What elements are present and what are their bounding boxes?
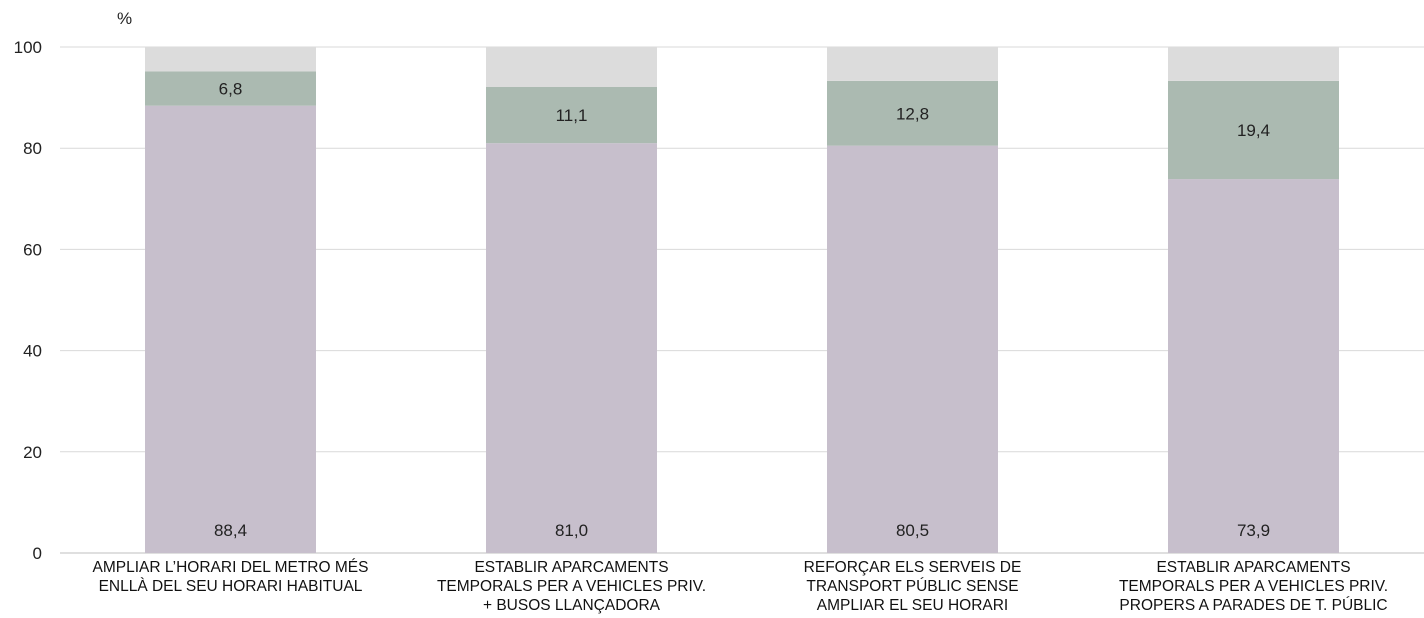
bar-segment xyxy=(486,86,657,144)
y-axis-unit-label: % xyxy=(117,9,132,28)
data-label: 73,9 xyxy=(1237,521,1270,540)
data-label: 88,4 xyxy=(214,521,247,540)
bar-segment xyxy=(1168,47,1339,81)
data-label: 11,1 xyxy=(556,106,588,125)
bars: 88,4 6,8 81,0 11,1 80,5 12,8 73,9 19,4 xyxy=(145,47,1339,554)
y-tick-label: 100 xyxy=(14,38,42,57)
y-tick-label: 40 xyxy=(23,342,42,361)
data-label: 19,4 xyxy=(1237,121,1270,140)
y-tick-label: 60 xyxy=(23,240,42,259)
bar-segment xyxy=(827,47,998,81)
bar-segment xyxy=(145,71,316,106)
bar-segment xyxy=(486,143,657,553)
y-axis-ticks: 0 20 40 60 80 100 xyxy=(14,38,42,563)
data-label: 12,8 xyxy=(896,104,929,123)
bar-segment xyxy=(145,47,316,72)
bar-segment xyxy=(827,145,998,554)
data-label: 81,0 xyxy=(555,521,588,540)
category-label: ESTABLIR APARCAMENTS TEMPORALS PER A VEHI… xyxy=(437,559,706,614)
bar-segment xyxy=(827,80,998,146)
bar-segment xyxy=(486,47,657,87)
y-tick-label: 80 xyxy=(23,139,42,158)
category-label: AMPLIAR L’HORARI DEL METRO MÉS ENLLÀ DEL … xyxy=(93,559,369,595)
data-label: 6,8 xyxy=(219,79,243,98)
bar-segment xyxy=(145,105,316,554)
data-label: 80,5 xyxy=(896,521,929,540)
category-label: ESTABLIR APARCAMENTS TEMPORALS PER A VEHI… xyxy=(1119,559,1388,614)
bar-segment xyxy=(1168,179,1339,554)
y-tick-label: 20 xyxy=(23,443,42,462)
y-tick-label: 0 xyxy=(33,544,42,563)
category-label: REFORÇAR ELS SERVEIS DE TRANSPORT PÚBLIC … xyxy=(804,559,1022,614)
bar-segment xyxy=(1168,80,1339,180)
category-labels: AMPLIAR L’HORARI DEL METRO MÉS ENLLÀ DEL … xyxy=(93,559,1388,614)
